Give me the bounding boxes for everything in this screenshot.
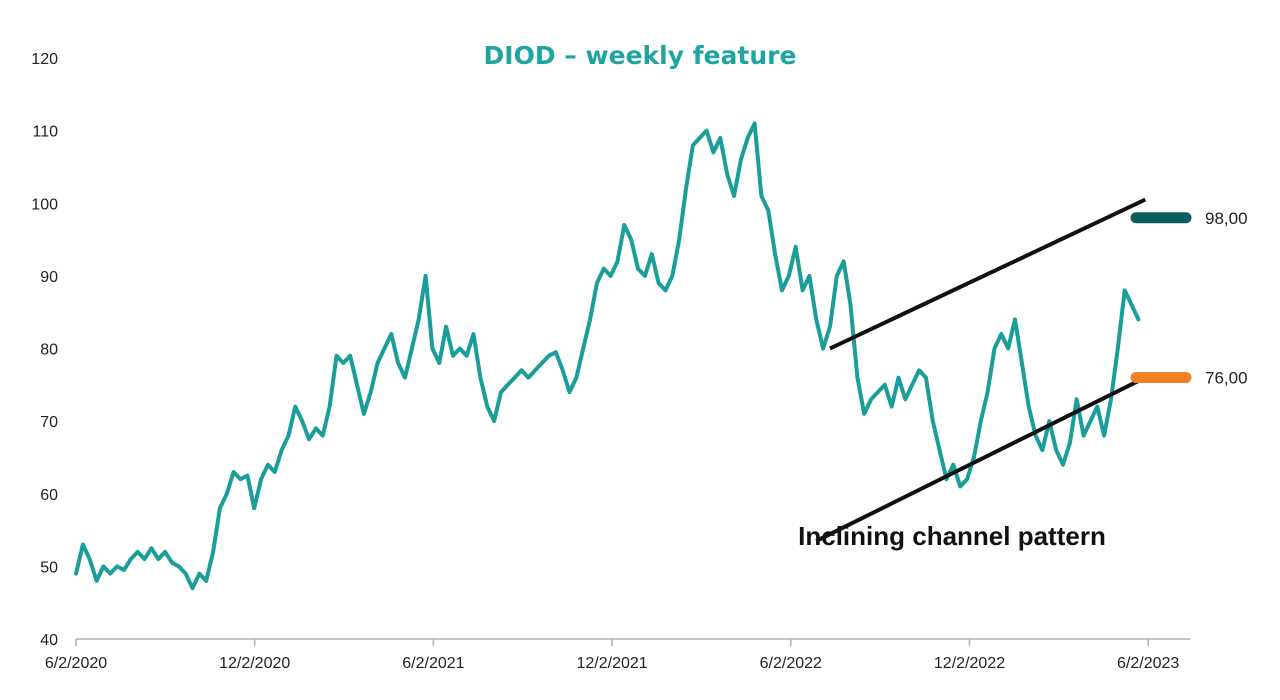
y-tick-label: 120	[31, 51, 58, 68]
x-tick-label: 12/2/2021	[577, 655, 648, 672]
y-tick-label: 80	[40, 342, 58, 359]
price-series-line	[74, 121, 1141, 591]
y-tick-label: 110	[32, 124, 58, 141]
x-tick-label: 6/2/2021	[402, 655, 464, 672]
x-tick-label: 6/2/2022	[760, 655, 822, 672]
price-levels: 98,00 76,00	[1130, 209, 1248, 388]
x-tick-label: 6/2/2020	[45, 655, 107, 672]
channel-lower-line	[815, 375, 1147, 543]
y-tick-label: 90	[40, 269, 58, 286]
y-tick-label: 60	[40, 487, 58, 504]
x-tick-label: 12/2/2020	[219, 655, 290, 672]
channel-annotation: Inclining channel pattern	[798, 521, 1106, 551]
y-tick-label: 100	[31, 196, 58, 213]
y-axis-ticks: 40 50 60 70 80 90 100 110 120	[31, 51, 58, 649]
level-label: 98,00	[1205, 209, 1248, 228]
y-tick-label: 70	[40, 414, 58, 431]
channel-upper-line	[829, 197, 1147, 351]
y-tick-label: 50	[40, 559, 58, 576]
chart-title: DIOD – weekly feature	[484, 41, 797, 70]
y-tick-label: 40	[40, 632, 58, 649]
level-label: 76,00	[1205, 369, 1248, 388]
x-tick-label: 6/2/2023	[1117, 655, 1179, 672]
x-tick-label: 12/2/2022	[934, 655, 1005, 672]
x-axis-ticks: 6/2/2020 12/2/2020 6/2/2021 12/2/2021 6/2/20…	[45, 639, 1179, 672]
